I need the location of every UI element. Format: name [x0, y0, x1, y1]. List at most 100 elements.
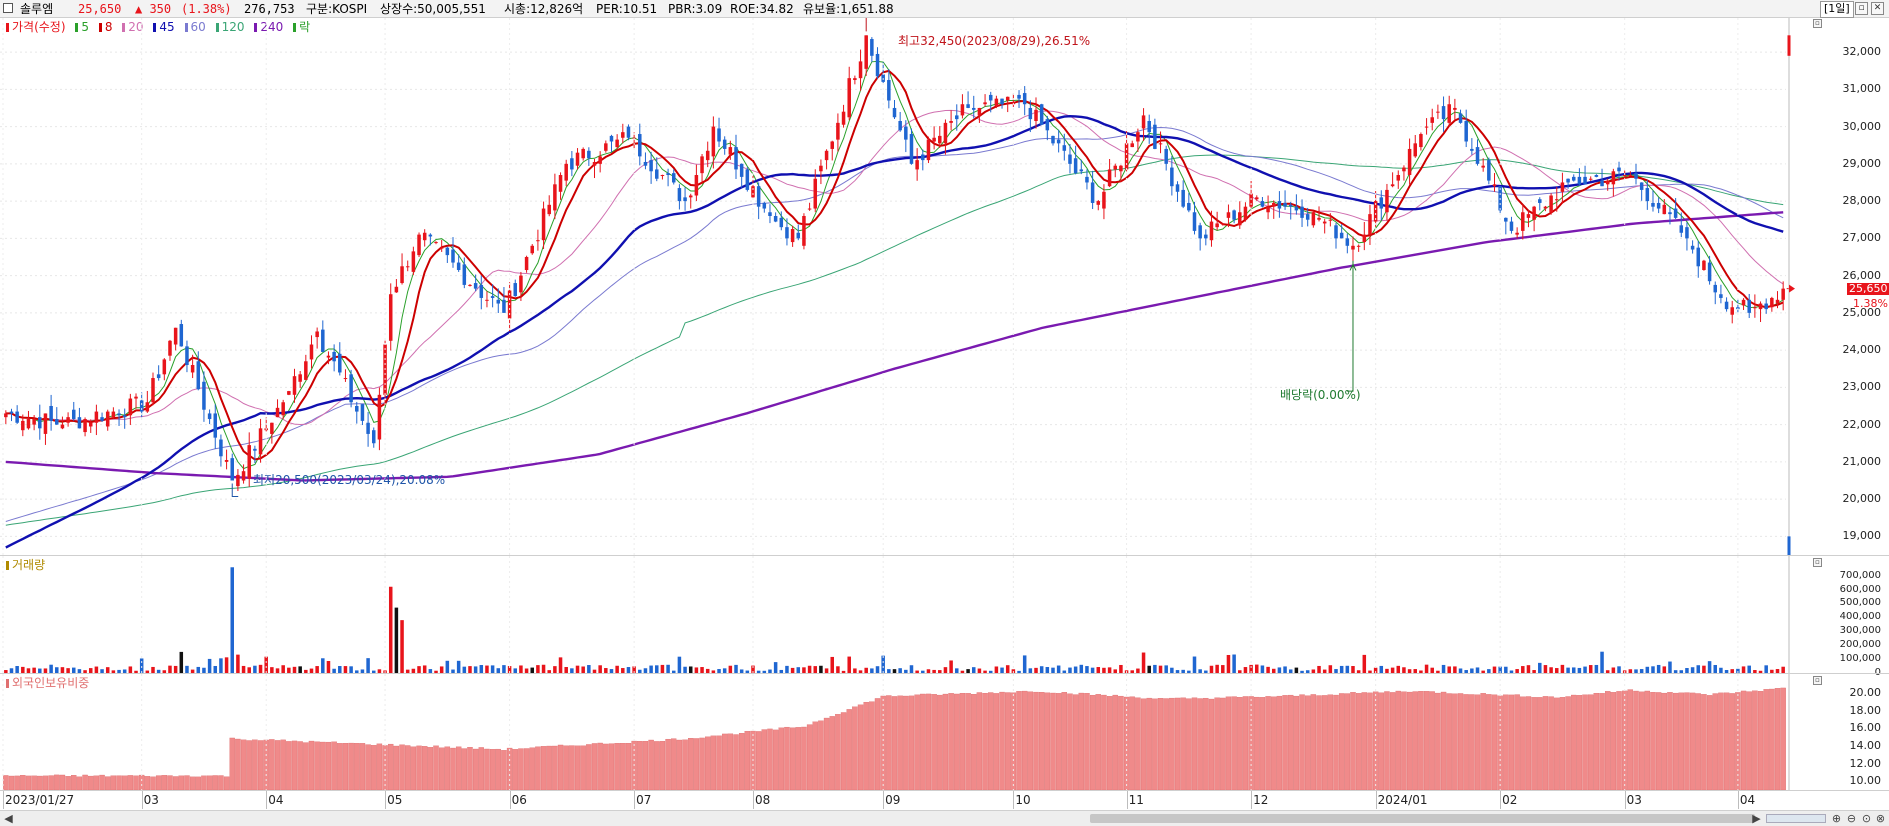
- volume-pane-collapse-button[interactable]: ▫: [1813, 558, 1822, 567]
- foreign-ratio-bar: [529, 747, 535, 791]
- ma60-line: [5, 126, 1784, 522]
- zoom-out-icon[interactable]: ⊖: [1846, 812, 1857, 825]
- foreign-ratio-bar: [591, 743, 598, 791]
- volume-bar: [1034, 667, 1038, 673]
- foreign-ratio-bar: [280, 739, 286, 791]
- foreign-ratio-bar: [76, 776, 83, 791]
- scroll-left-arrow-icon[interactable]: ◀: [4, 812, 13, 825]
- foreign-ratio-bar: [1571, 694, 1577, 791]
- candle-body: [417, 234, 421, 256]
- zoom-slider[interactable]: [1766, 814, 1826, 823]
- candle-body: [230, 458, 234, 481]
- foreign-ratio-bar: [1593, 692, 1600, 791]
- foreign-ratio-bar: [1050, 692, 1056, 791]
- select-checkbox[interactable]: [3, 3, 13, 13]
- volume-bar: [1583, 666, 1587, 673]
- foreign-ratio-bar: [212, 775, 218, 791]
- candle-body: [802, 215, 806, 246]
- candle-body: [21, 420, 25, 431]
- candle-body: [739, 163, 744, 177]
- low-annotation: 최저20,500(2023/03/24),20.08%: [253, 473, 446, 487]
- date-axis-tick: [1737, 791, 1739, 809]
- volume-bar: [1277, 667, 1282, 673]
- date-axis-tick: [1375, 791, 1377, 809]
- foreign-ratio-bar: [863, 701, 869, 791]
- foreign-ratio-bar: [1395, 690, 1401, 791]
- candle-body: [513, 283, 518, 297]
- foreign-ratio-bar: [365, 744, 371, 791]
- scroll-right-arrow-icon[interactable]: ▶: [1752, 812, 1761, 825]
- candle-body: [326, 355, 331, 358]
- foreign-ratio-bar: [48, 775, 54, 791]
- foreign-ratio-bar: [1078, 692, 1084, 791]
- foreign-ratio-bar: [948, 693, 954, 791]
- close-button[interactable]: ✕: [1871, 2, 1884, 15]
- volume-bar: [915, 670, 919, 673]
- foreign-ratio-bar: [1695, 693, 1701, 791]
- legend-ex-div: 락: [293, 20, 313, 34]
- foreign-ratio-bar: [914, 694, 920, 791]
- candle-body: [683, 197, 687, 202]
- candle-body: [49, 405, 53, 421]
- foreign-ratio-chart[interactable]: [0, 674, 1889, 791]
- volume-bar: [1719, 667, 1723, 673]
- horizontal-scrollbar[interactable]: ◀ ▶ ⊕ ⊖ ⊙ ⊗: [0, 810, 1889, 826]
- foreign-ratio-bar: [1101, 694, 1107, 791]
- candle-body: [1753, 307, 1757, 309]
- zoom-fit-icon[interactable]: ⊗: [1875, 812, 1886, 825]
- foreign-ratio-bar: [1469, 694, 1475, 791]
- foreign-ratio-bar: [1208, 698, 1215, 791]
- volume-bar: [1504, 666, 1508, 673]
- candle-body: [445, 247, 450, 256]
- volume-bar: [677, 656, 682, 673]
- candle-body: [711, 126, 716, 157]
- scrollbar-thumb[interactable]: [1090, 814, 1755, 823]
- volume-bar: [1668, 661, 1672, 673]
- period-button[interactable]: [1일]: [1820, 1, 1854, 18]
- volume-bar: [349, 666, 353, 673]
- foreign-ratio-bar: [744, 731, 751, 791]
- candle-body: [1781, 288, 1785, 300]
- foreign-ratio-bar: [65, 776, 71, 791]
- volume-bar: [1102, 667, 1106, 673]
- candle-body: [1634, 173, 1638, 179]
- foreign-ratio-bar: [1072, 694, 1079, 791]
- candle-body: [281, 402, 285, 416]
- volume-bar: [841, 670, 846, 673]
- candle-body: [411, 251, 416, 272]
- foreign-ratio-bar: [331, 741, 337, 791]
- volume-bar: [1226, 654, 1231, 673]
- foreign-ratio-bar: [682, 739, 688, 791]
- foreign-ratio-bar: [252, 739, 258, 791]
- volume-bar: [1221, 665, 1225, 673]
- foreign-ratio-bar: [937, 694, 943, 791]
- foreign-ratio-bar: [342, 743, 349, 791]
- volume-bar: [1079, 664, 1084, 673]
- restore-button[interactable]: ▫: [1855, 2, 1868, 15]
- price-axis-tick: 20,000: [1842, 492, 1882, 506]
- volume-chart[interactable]: [0, 556, 1889, 674]
- foreign-ratio-bar: [988, 692, 994, 791]
- foreign-ratio-bar: [721, 733, 728, 791]
- volume-bar: [468, 666, 472, 673]
- zoom-reset-icon[interactable]: ⊙: [1861, 812, 1872, 825]
- volume-bar: [1051, 667, 1055, 673]
- foreign-ratio-bar: [727, 733, 734, 791]
- candle-body: [139, 400, 144, 412]
- foreign-ratio-bar: [586, 744, 592, 791]
- price-legend: 가격(수정) 5 8 20 45 60 120 240 락: [6, 20, 316, 34]
- volume-bar: [1311, 669, 1316, 673]
- candle-body: [700, 156, 704, 174]
- foreign-ratio-bar: [1089, 694, 1096, 791]
- foreign-ratio-bar: [1355, 693, 1362, 791]
- candle-body: [388, 294, 393, 341]
- zoom-in-icon[interactable]: ⊕: [1831, 812, 1842, 825]
- price-chart[interactable]: [0, 18, 1889, 555]
- candle-body: [1487, 160, 1491, 181]
- candle-body: [1645, 188, 1650, 202]
- candle-body: [1385, 189, 1389, 213]
- foreign-ratio-bar: [121, 775, 128, 791]
- foreign-ratio-bar: [1220, 697, 1226, 791]
- pane-collapse-button[interactable]: ▫: [1813, 19, 1822, 28]
- foreign-pane-collapse-button[interactable]: ▫: [1813, 676, 1822, 685]
